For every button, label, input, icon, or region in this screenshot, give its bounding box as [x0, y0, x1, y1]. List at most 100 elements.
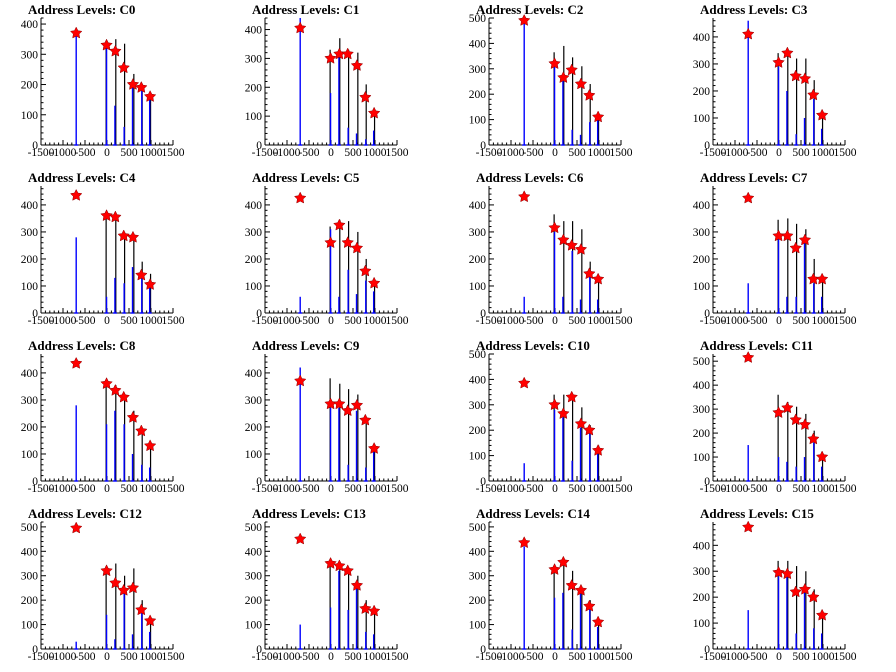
- x-tick-label: -500: [522, 315, 543, 327]
- x-tick-label: 0: [776, 147, 782, 159]
- x-tick-label: -1000: [274, 315, 301, 327]
- panel-title: Address Levels: C9: [252, 338, 360, 353]
- y-tick-label: 300: [21, 571, 39, 583]
- peak-marker: [807, 432, 820, 445]
- y-tick-label: 0: [32, 140, 38, 152]
- x-tick-label: 1000: [588, 651, 611, 663]
- peak-marker: [548, 57, 561, 70]
- peak-marker: [367, 442, 381, 454]
- panel-title: Address Levels: C15: [700, 506, 814, 521]
- peak-marker: [333, 397, 346, 410]
- panel-title: Address Levels: C12: [28, 506, 142, 521]
- x-tick-label: -1000: [498, 315, 525, 327]
- peak-marker: [293, 191, 307, 204]
- x-tick-label: -1000: [722, 483, 749, 495]
- y-tick-label: 100: [693, 113, 711, 125]
- x-tick-label: 1500: [610, 483, 633, 495]
- y-tick-label: 0: [704, 644, 710, 656]
- y-tick-label: 400: [469, 200, 487, 212]
- y-tick-label: 400: [693, 380, 711, 392]
- x-tick-label: -1500: [700, 147, 727, 159]
- peak-marker: [100, 377, 113, 390]
- peak-marker: [143, 278, 157, 290]
- x-tick-label: -1500: [252, 651, 279, 663]
- x-tick-label: 1500: [162, 147, 185, 159]
- x-tick-label: 1000: [588, 147, 611, 159]
- y-tick-label: 400: [245, 200, 263, 212]
- y-tick-label: 300: [21, 49, 39, 61]
- peak-marker: [741, 520, 755, 533]
- x-tick-label: -500: [74, 483, 95, 495]
- peak-marker: [591, 272, 605, 285]
- x-tick-label: 1000: [140, 147, 163, 159]
- peak-marker: [135, 424, 148, 437]
- peak-marker: [548, 563, 561, 575]
- y-tick-label: 100: [693, 281, 711, 293]
- y-tick-label: 100: [21, 281, 39, 293]
- x-tick-label: 500: [120, 315, 138, 327]
- x-tick-label: 1000: [364, 147, 387, 159]
- y-tick-label: 300: [245, 227, 263, 239]
- peak-marker: [126, 410, 140, 423]
- x-tick-label: 0: [552, 315, 558, 327]
- x-tick-label: 1000: [140, 651, 163, 663]
- panel-title: Address Levels: C14: [476, 506, 590, 521]
- x-tick-label: -1500: [252, 483, 279, 495]
- x-tick-label: -1000: [274, 483, 301, 495]
- peak-marker: [341, 236, 354, 249]
- histogram-panel: Address Levels: C7 0 100 200 300 400 -1500-100…: [693, 170, 857, 327]
- y-tick-label: 0: [480, 140, 486, 152]
- y-tick-label: 300: [245, 571, 263, 583]
- peak-marker: [324, 51, 337, 64]
- peak-marker: [517, 376, 531, 389]
- y-tick-label: 100: [21, 449, 39, 461]
- x-tick-label: -500: [522, 651, 543, 663]
- x-tick-label: 1500: [610, 315, 633, 327]
- x-tick-label: -1500: [28, 315, 55, 327]
- y-tick-label: 0: [480, 644, 486, 656]
- histogram-panel: Address Levels: C1 0 100 200 300 400 -1500-100…: [245, 2, 409, 159]
- y-tick-label: 200: [245, 82, 263, 94]
- y-tick-label: 500: [21, 522, 39, 534]
- x-tick-label: 1500: [162, 315, 185, 327]
- x-tick-label: 500: [792, 651, 810, 663]
- peak-marker: [517, 13, 531, 26]
- peak-marker: [69, 356, 83, 369]
- x-tick-label: 500: [568, 147, 586, 159]
- y-tick-label: 100: [469, 281, 487, 293]
- y-tick-label: 200: [245, 254, 263, 266]
- x-tick-label: -500: [522, 483, 543, 495]
- peak-marker: [557, 555, 570, 568]
- y-tick-label: 100: [245, 620, 263, 632]
- peak-marker: [583, 267, 596, 280]
- peak-marker: [126, 230, 140, 243]
- peak-marker: [135, 80, 148, 93]
- peak-marker: [293, 374, 307, 387]
- x-tick-label: -1000: [50, 651, 77, 663]
- y-tick-label: 0: [480, 308, 486, 320]
- y-tick-label: 100: [21, 110, 39, 122]
- peak-marker: [517, 536, 531, 549]
- x-tick-label: 1500: [834, 651, 857, 663]
- peak-marker: [574, 77, 588, 90]
- peak-marker: [324, 397, 337, 410]
- y-tick-label: 200: [245, 595, 263, 607]
- peak-marker: [143, 90, 157, 102]
- peak-marker: [807, 88, 820, 101]
- peak-marker: [126, 77, 140, 90]
- x-tick-label: 1000: [812, 483, 835, 495]
- x-tick-label: -1000: [50, 483, 77, 495]
- panel-title: Address Levels: C2: [476, 2, 583, 17]
- peak-marker: [798, 233, 812, 246]
- peak-marker: [565, 63, 578, 76]
- peak-marker: [741, 191, 755, 204]
- peak-marker: [359, 264, 372, 277]
- y-tick-label: 0: [704, 140, 710, 152]
- peak-marker: [143, 439, 157, 452]
- x-tick-label: -1500: [700, 315, 727, 327]
- x-tick-label: 1500: [162, 651, 185, 663]
- x-tick-label: -500: [746, 651, 767, 663]
- peak-marker: [350, 398, 364, 411]
- x-tick-label: 1000: [364, 315, 387, 327]
- y-tick-label: 0: [256, 308, 262, 320]
